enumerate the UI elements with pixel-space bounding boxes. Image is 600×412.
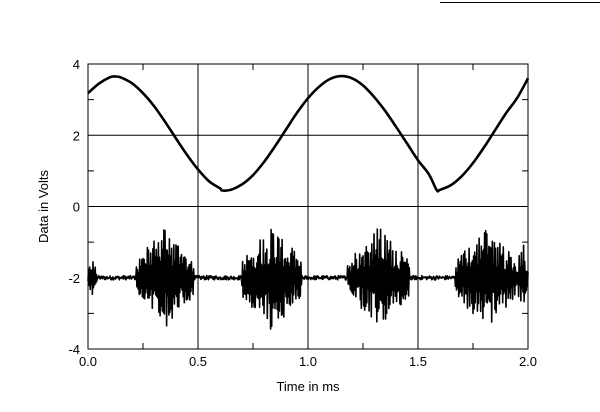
y-axis-title: Data in Volts [36,170,51,243]
series-noise-line [87,228,529,330]
y-tick-labels: 4 2 0 -2 -4 [68,57,80,357]
x-tick-label: 0.0 [79,354,97,369]
y-tick-label: 0 [73,200,80,215]
y-tick-label: -2 [68,271,80,286]
series-lines [87,74,530,330]
series-sine-line [87,74,530,193]
x-tick-label: 1.0 [299,354,317,369]
x-tick-labels: 0.0 0.5 1.0 1.5 2.0 [79,354,537,369]
top-edge-rule [440,2,600,3]
y-tick-label: -4 [68,342,80,357]
x-tick-label: 0.5 [189,354,207,369]
x-tick-label: 2.0 [519,354,537,369]
plot-frame [87,63,529,350]
x-tick-label: 1.5 [409,354,427,369]
minor-ticks [88,64,528,349]
y-tick-label: 4 [73,57,80,72]
x-axis-title: Time in ms [276,379,340,394]
y-tick-label: 2 [73,128,80,143]
